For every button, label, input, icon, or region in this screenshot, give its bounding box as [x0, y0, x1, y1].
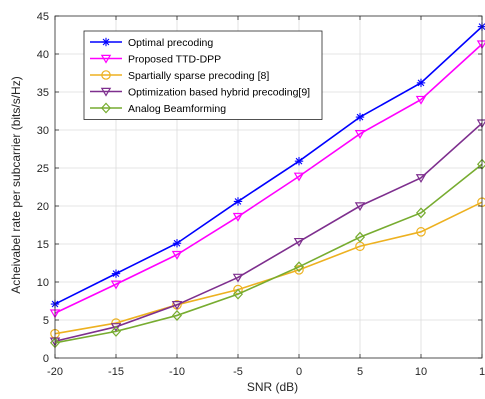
data-point	[416, 78, 426, 88]
series-layer	[49, 22, 485, 349]
legend-item: Proposed TTD-DPP	[90, 53, 221, 65]
data-point	[415, 95, 427, 105]
series-line	[54, 43, 483, 314]
y-axis-title: Acheivabel rate per subcarrier (bits/s/H…	[9, 76, 23, 293]
y-tick-label: 40	[37, 49, 49, 61]
data-point	[293, 261, 305, 273]
y-tick-label: 25	[37, 163, 49, 175]
x-tick-label: -10	[169, 366, 185, 378]
data-point	[232, 288, 244, 300]
data-point	[294, 265, 304, 275]
series-line	[54, 26, 483, 305]
legend-swatch-marker	[100, 54, 112, 64]
x-tick-label: 5	[357, 366, 363, 378]
series-line	[54, 122, 483, 343]
y-tick-label: 30	[37, 125, 49, 137]
legend-box	[83, 30, 323, 120]
x-tick-label: 0	[296, 366, 302, 378]
data-point	[232, 273, 244, 283]
data-point	[110, 280, 122, 290]
plot-frame	[54, 15, 483, 359]
y-tick-label: 5	[43, 315, 49, 327]
legend-swatch-marker	[100, 87, 112, 97]
data-point	[171, 250, 183, 260]
series-line	[54, 163, 483, 344]
x-tick-label: -5	[233, 366, 243, 378]
data-point	[416, 227, 426, 237]
data-point	[293, 237, 305, 247]
legend-label: Optimal precoding	[128, 37, 213, 49]
legend-swatch-marker	[100, 102, 112, 114]
y-tick-label: 20	[37, 201, 49, 213]
y-tick-label: 0	[43, 353, 49, 365]
data-point	[293, 172, 305, 182]
series-group	[49, 119, 485, 347]
y-tick-label: 10	[37, 277, 49, 289]
data-point	[171, 309, 183, 321]
legend-label: Spartially sparse precoding [8]	[128, 70, 269, 82]
data-point	[354, 130, 366, 139]
legend-swatch-marker	[101, 37, 111, 47]
ticks: 0 5 10 15 20 25 30 35 40 45 -20 -15 -10 -5 0 5 10 1	[37, 11, 485, 378]
data-point	[233, 197, 243, 206]
data-point	[110, 323, 122, 333]
x-tick-label: 10	[415, 366, 427, 378]
legend-label: Analog Beamforming	[128, 103, 226, 115]
y-tick-label: 15	[37, 239, 49, 251]
data-point	[111, 269, 121, 278]
legend-label: Optimization based hybrid precoding[9]	[128, 86, 310, 98]
legend-item: Spartially sparse precoding [8]	[90, 70, 269, 82]
x-axis-title: SNR (dB)	[247, 380, 298, 394]
series-group	[49, 40, 485, 319]
x-tick-label: -15	[108, 366, 124, 378]
legend-item: Optimal precoding	[90, 37, 213, 49]
data-point	[354, 231, 366, 243]
data-point	[232, 212, 244, 222]
data-point	[294, 156, 304, 166]
data-point	[110, 325, 122, 337]
data-point	[415, 174, 427, 184]
legend-swatch-marker	[101, 70, 111, 80]
data-point	[354, 202, 366, 212]
x-tick-label: -20	[47, 366, 63, 378]
data-point	[355, 112, 365, 122]
y-tick-label: 45	[37, 11, 49, 23]
x-tick-label: 1	[479, 366, 485, 378]
legend-item: Optimization based hybrid precoding[9]	[90, 86, 310, 98]
data-point	[171, 301, 183, 310]
legend-item: Analog Beamforming	[90, 102, 226, 115]
y-tick-label: 35	[37, 87, 49, 99]
data-point	[415, 207, 427, 219]
legend-label: Proposed TTD-DPP	[128, 53, 221, 65]
data-point	[172, 239, 182, 248]
legend: Optimal precoding Proposed TTD-DPP Spartia…	[83, 30, 323, 120]
